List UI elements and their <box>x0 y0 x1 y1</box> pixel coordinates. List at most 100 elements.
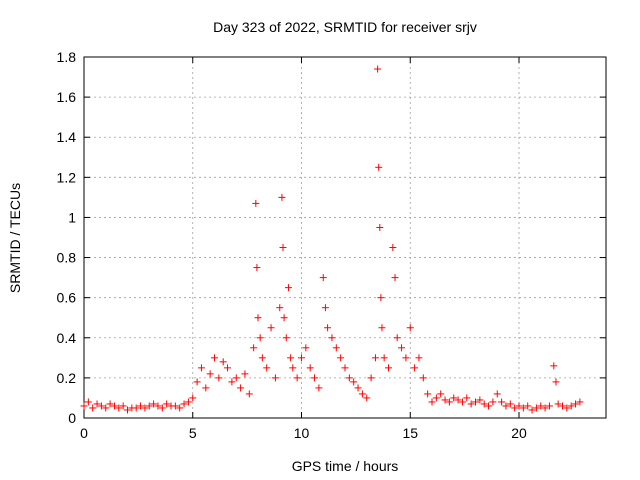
y-tick-label: 0.2 <box>57 370 77 386</box>
data-point <box>467 400 475 408</box>
data-point <box>228 378 236 386</box>
data-point <box>211 354 218 362</box>
data-point <box>411 364 419 372</box>
data-point <box>454 396 462 404</box>
data-point <box>141 404 149 412</box>
y-tick-label: 0.6 <box>57 290 77 306</box>
data-point <box>271 374 279 382</box>
data-point <box>215 374 223 382</box>
data-point <box>554 400 562 408</box>
data-point <box>428 398 436 406</box>
data-point <box>280 314 288 322</box>
data-point <box>332 344 340 352</box>
y-tick-label: 0.8 <box>57 250 77 266</box>
data-point <box>402 354 410 362</box>
data-point <box>341 364 349 372</box>
data-point <box>119 402 127 410</box>
data-point <box>132 404 140 412</box>
y-tick-label: 1.4 <box>57 129 77 145</box>
data-point <box>279 244 287 252</box>
data-point <box>80 402 88 410</box>
data-point <box>393 334 401 342</box>
data-point <box>376 223 384 231</box>
data-point <box>202 384 210 392</box>
data-point <box>189 394 197 402</box>
data-point <box>550 362 558 370</box>
data-point <box>350 378 358 386</box>
data-point <box>541 404 549 412</box>
data-point <box>319 274 327 282</box>
chart-title: Day 323 of 2022, SRMTID for receiver srj… <box>213 19 477 35</box>
data-point <box>250 344 258 352</box>
data-point <box>145 402 153 410</box>
y-tick-label: 1 <box>68 209 76 225</box>
data-point <box>532 404 540 412</box>
data-point <box>298 354 305 362</box>
data-point <box>245 390 253 398</box>
data-point <box>263 364 271 372</box>
data-point <box>237 384 245 392</box>
data-point <box>559 402 566 410</box>
data-point <box>552 378 560 386</box>
data-point <box>450 394 458 402</box>
plot-border <box>83 56 607 419</box>
data-point <box>311 374 319 382</box>
data-point <box>163 400 171 408</box>
data-point <box>367 374 375 382</box>
x-tick-label: 15 <box>402 425 418 441</box>
data-point <box>519 404 527 412</box>
data-point <box>293 374 301 382</box>
data-point <box>345 374 353 382</box>
data-point <box>485 402 493 410</box>
data-point <box>493 390 501 398</box>
data-point <box>480 400 488 408</box>
data-point <box>472 398 479 406</box>
axis-ticks <box>83 56 606 419</box>
data-point <box>476 396 484 404</box>
data-point <box>385 364 392 372</box>
tick-labels: 0 0.2 0.4 0.6 0.8 1 1.2 1.4 1.6 1.8 0 5 10 15 20 <box>57 49 527 441</box>
data-point <box>321 304 329 312</box>
data-point <box>124 406 131 414</box>
data-point <box>224 364 232 372</box>
data-point <box>511 404 519 412</box>
data-point <box>375 163 383 171</box>
data-point <box>89 404 97 412</box>
data-point <box>378 324 386 332</box>
y-tick-label: 0.4 <box>57 330 77 346</box>
data-point <box>324 324 332 332</box>
data-point <box>506 400 514 408</box>
data-point <box>406 324 414 332</box>
data-point <box>289 364 297 372</box>
data-point <box>278 193 286 201</box>
data-point <box>115 404 123 412</box>
plot-frame <box>83 56 607 419</box>
data-point <box>219 358 227 366</box>
data-point <box>241 370 249 378</box>
data-point <box>398 344 406 352</box>
data-point <box>306 364 314 372</box>
data-point <box>197 364 205 372</box>
data-point <box>515 402 523 410</box>
data-point <box>282 334 290 342</box>
data-point <box>110 402 118 410</box>
y-tick-label: 1.8 <box>57 49 77 65</box>
data-point <box>424 390 432 398</box>
data-point <box>380 354 388 362</box>
data-point <box>176 404 184 412</box>
data-point <box>537 402 545 410</box>
data-point <box>171 402 179 410</box>
data-point <box>489 398 497 406</box>
y-tick-label: 1.6 <box>57 89 77 105</box>
data-point <box>419 374 427 382</box>
y-axis-label: SRMTID / TECUs <box>7 183 23 293</box>
data-point <box>432 394 440 402</box>
data-point <box>563 404 571 412</box>
data-point <box>206 370 214 378</box>
data-point <box>180 400 188 408</box>
x-axis-label: GPS time / hours <box>292 458 399 474</box>
data-point <box>302 344 310 352</box>
data-point <box>315 384 323 392</box>
data-point <box>93 400 101 408</box>
